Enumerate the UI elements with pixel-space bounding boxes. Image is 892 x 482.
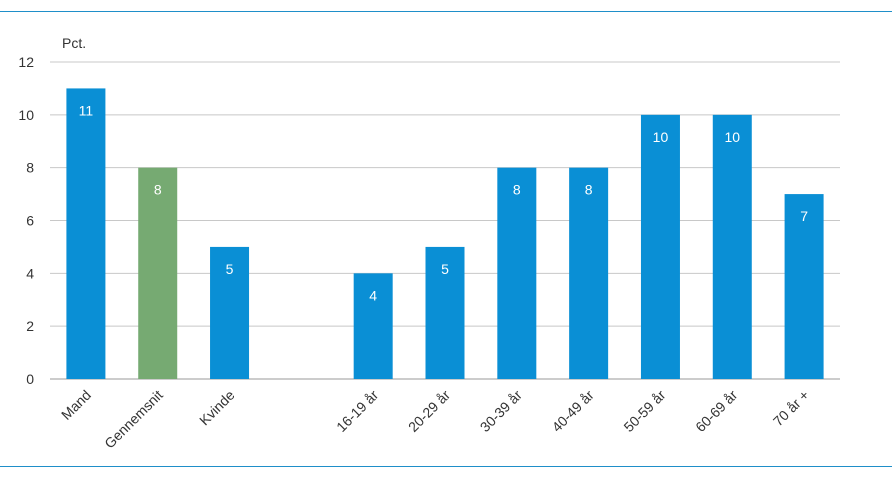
y-tick-label: 6 <box>26 213 34 229</box>
category-label: 70 år + <box>770 387 812 429</box>
bar-kvinde <box>210 246 250 379</box>
category-label: Gennemsnit <box>101 387 166 452</box>
bottom-rule <box>0 466 892 467</box>
bar-16-19-r <box>353 273 393 379</box>
y-tick-label: 8 <box>26 160 34 176</box>
data-label: 8 <box>513 182 521 198</box>
y-tick-label: 10 <box>18 107 34 123</box>
bar-60-69-r <box>712 114 752 379</box>
data-label: 5 <box>441 261 449 277</box>
y-tick-label: 12 <box>18 54 34 70</box>
bars <box>66 88 824 380</box>
top-rule <box>0 11 892 12</box>
category-label: Mand <box>58 387 94 423</box>
data-label: 11 <box>79 102 94 118</box>
y-tick-label: 4 <box>26 265 34 281</box>
category-label: 30-39 år <box>477 387 525 435</box>
data-label: 8 <box>585 182 593 198</box>
bar-50-59-r <box>640 114 680 379</box>
data-labels: 11 8 5 4 5 8 8 10 10 7 <box>79 102 809 303</box>
category-label: 50-59 år <box>620 387 668 435</box>
category-labels: Mand Gennemsnit Kvinde 16-19 år 20-29 år 30-3… <box>58 387 812 452</box>
y-axis-ticks: 0 2 4 6 8 10 12 <box>18 54 34 387</box>
data-label: 10 <box>653 129 669 145</box>
bar-gennemsnit <box>138 167 178 379</box>
data-label: 4 <box>369 287 377 303</box>
bar-30-39-r <box>497 167 537 379</box>
category-label: Kvinde <box>196 387 238 429</box>
y-tick-label: 2 <box>26 318 34 334</box>
y-axis-unit-label: Pct. <box>62 35 86 51</box>
data-label: 8 <box>154 182 162 198</box>
data-label: 10 <box>724 129 740 145</box>
category-label: 40-49 år <box>549 387 597 435</box>
bar-mand <box>66 88 106 380</box>
bar-20-29-r <box>425 246 465 379</box>
category-label: 20-29 år <box>405 387 453 435</box>
y-tick-label: 0 <box>26 371 34 387</box>
bar-40-49-r <box>569 167 609 379</box>
category-label: 16-19 år <box>333 387 381 435</box>
bar-70-r- <box>784 194 824 379</box>
data-label: 5 <box>226 261 234 277</box>
category-label: 60-69 år <box>692 387 740 435</box>
data-label: 7 <box>800 208 808 224</box>
